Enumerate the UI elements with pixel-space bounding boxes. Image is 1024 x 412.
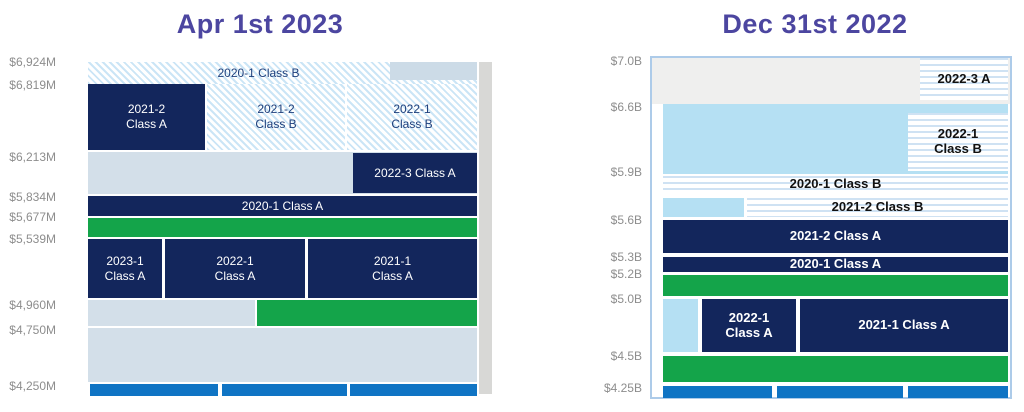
y-tick-label: $6.6B [610, 100, 642, 114]
y-tick-label: $5,834M [9, 190, 56, 204]
band-right-gray-bar [479, 62, 492, 394]
right-chart-title: Dec 31st 2022 [722, 9, 908, 39]
band-unlabeled-green [88, 218, 477, 237]
band-2021-1-class-a: 2021-1 Class A [308, 239, 477, 298]
y-tick-label: $5.0B [610, 292, 642, 306]
y-tick-label: $5.3B [610, 250, 642, 264]
band-2022-1-class-b: 2022-1 Class B [908, 113, 1008, 171]
y-tick-label: $7.0B [610, 54, 642, 68]
band-2021-2-class-a: 2021-2 Class A [663, 220, 1008, 253]
y-tick-label: $6,819M [9, 78, 56, 92]
band-2020-1-class-b: 2020-1 Class B [88, 62, 477, 84]
band-unlabeled-blue [350, 384, 477, 396]
band-unlabeled-green [257, 300, 477, 326]
band-unlabeled-gray [88, 300, 255, 326]
band-unlabeled-light-block [390, 62, 477, 80]
y-tick-label: $4,250M [9, 379, 56, 393]
band-2020-1-class-a: 2020-1 Class A [88, 196, 477, 216]
band-2022-3-a: 2022-3 A [920, 58, 1008, 100]
band-unlabeled-sky [663, 198, 744, 217]
band-2021-2-class-a: 2021-2 Class A [88, 84, 205, 150]
y-tick-label: $5.9B [610, 165, 642, 179]
band-unlabeled-green [663, 275, 1008, 296]
y-tick-label: $4,960M [9, 298, 56, 312]
band-unlabeled-blue [777, 386, 903, 398]
band-2022-1-class-a: 2022-1 Class A [165, 239, 305, 298]
y-tick-label: $5,677M [9, 210, 56, 224]
band-2021-1-class-a: 2021-1 Class A [800, 299, 1008, 352]
band-unlabeled-gray [88, 328, 477, 382]
band-2023-1-class-a: 2023-1 Class A [88, 239, 162, 298]
y-tick-label: $4.5B [610, 349, 642, 363]
band-unlabeled-sky [663, 299, 698, 352]
y-tick-label: $5.6B [610, 213, 642, 227]
band-unlabeled-blue [908, 386, 1008, 398]
y-tick-label: $5,539M [9, 232, 56, 246]
band-2020-1-class-b: 2020-1 Class B [663, 176, 1008, 193]
left-chart-title: Apr 1st 2023 [176, 9, 344, 39]
band-2022-3-class-a: 2022-3 Class A [353, 153, 477, 193]
y-tick-label: $5.2B [610, 267, 642, 281]
band-2021-2-class-b: 2021-2 Class B [747, 198, 1008, 217]
band-unlabeled-blue [222, 384, 347, 396]
y-tick-label: $4,750M [9, 323, 56, 337]
y-tick-label: $6,213M [9, 150, 56, 164]
band-2022-1-class-a: 2022-1 Class A [702, 299, 796, 352]
band-unlabeled-blue [90, 384, 218, 396]
band-unlabeled-blue [663, 386, 772, 398]
y-tick-label: $6,924M [9, 55, 56, 69]
band-2022-1-class-b: 2022-1 Class B [347, 84, 477, 150]
y-tick-label: $4.25B [603, 381, 642, 395]
band-unlabeled-green [663, 356, 1008, 382]
band-2021-2-class-b: 2021-2 Class B [207, 84, 345, 150]
band-2020-1-class-a: 2020-1 Class A [663, 256, 1008, 272]
